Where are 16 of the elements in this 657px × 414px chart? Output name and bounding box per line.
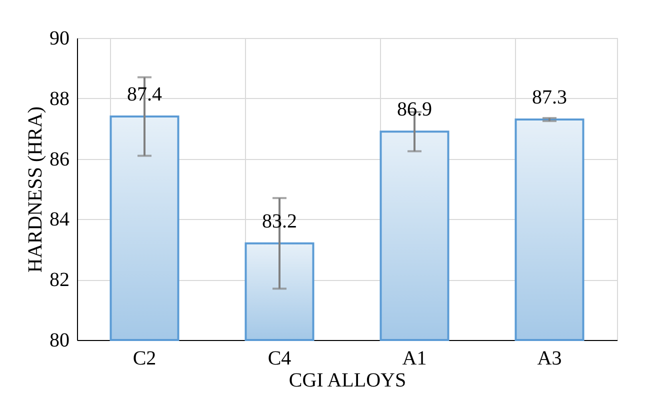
data-label: 86.9: [397, 98, 432, 121]
x-tick-label: A3: [537, 348, 562, 370]
y-tick-label: 80: [50, 330, 70, 352]
data-label: 83.2: [262, 210, 297, 232]
y-tick-label: 84: [50, 208, 70, 231]
data-label: 87.3: [532, 86, 567, 109]
y-axis-title: HARDNESS (HRA): [24, 106, 46, 273]
y-tick-label: 88: [50, 88, 70, 110]
y-tick-label: 90: [50, 28, 70, 50]
x-tick-label: C4: [268, 348, 292, 370]
x-tick-label: C2: [132, 348, 156, 370]
x-axis-title: CGI ALLOYS: [288, 370, 406, 392]
data-label: 87.4: [127, 84, 162, 106]
x-tick-label: A1: [402, 348, 427, 370]
y-tick-label: 82: [50, 269, 70, 292]
y-tick-label: 86: [50, 148, 70, 170]
